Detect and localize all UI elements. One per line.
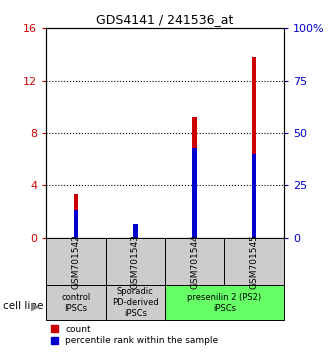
Bar — [224, 238, 284, 285]
Bar — [133, 234, 138, 238]
Text: ▶: ▶ — [31, 301, 40, 311]
Bar — [46, 285, 106, 320]
Text: presenilin 2 (PS2)
iPSCs: presenilin 2 (PS2) iPSCs — [187, 293, 261, 313]
Title: GDS4141 / 241536_at: GDS4141 / 241536_at — [96, 13, 234, 26]
Text: GSM701544: GSM701544 — [190, 234, 199, 289]
Text: GSM701542: GSM701542 — [71, 234, 81, 289]
Bar — [165, 238, 224, 285]
Bar — [192, 117, 197, 238]
Bar — [165, 285, 284, 320]
Text: control
IPSCs: control IPSCs — [61, 293, 90, 313]
Bar — [46, 238, 106, 285]
Bar — [74, 194, 78, 238]
Bar — [74, 210, 78, 238]
Bar — [106, 285, 165, 320]
Bar — [133, 224, 138, 238]
Bar — [192, 148, 197, 238]
Bar — [106, 238, 165, 285]
Legend: count, percentile rank within the sample: count, percentile rank within the sample — [51, 325, 218, 346]
Bar — [252, 154, 256, 238]
Text: GSM701543: GSM701543 — [131, 234, 140, 289]
Text: GSM701545: GSM701545 — [249, 234, 259, 289]
Text: Sporadic
PD-derived
iPSCs: Sporadic PD-derived iPSCs — [112, 287, 159, 319]
Text: cell line: cell line — [3, 301, 44, 311]
Bar — [252, 57, 256, 238]
